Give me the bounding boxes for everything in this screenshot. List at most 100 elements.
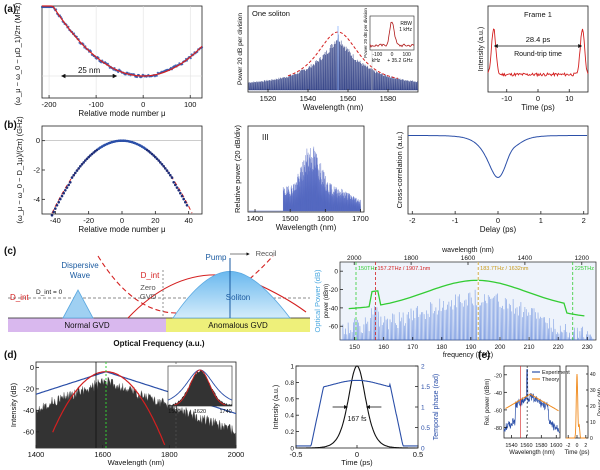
x-tick-label: 100 — [184, 100, 197, 109]
x-tick-label: 10 — [565, 94, 573, 103]
x-tick-label: 230 — [582, 344, 593, 351]
top-tick-label: 1800 — [404, 255, 419, 262]
fit-curve — [42, 5, 203, 77]
y-tick-label-right: 0 — [590, 436, 593, 442]
top-tick-label: 2000 — [347, 255, 362, 262]
d2-frame — [295, 365, 419, 449]
power-trace — [566, 373, 588, 439]
x-tick-label: 0 — [576, 443, 579, 449]
panel-letter: (b) — [4, 120, 17, 131]
data-point — [162, 165, 165, 168]
x-tick-label: 200 — [495, 344, 506, 351]
intensity-trace — [296, 365, 418, 449]
state-label: III — [262, 133, 269, 142]
y-tick-label-right: 20 — [590, 404, 596, 410]
x-tick-label: 190 — [465, 344, 476, 351]
x-tick-label: 2 — [584, 443, 587, 449]
y-axis-label: Intensity (a.u.) — [478, 27, 485, 71]
legend-label: Theory — [542, 377, 559, 383]
data-point — [87, 155, 90, 159]
y-tick-label: -60 — [23, 427, 34, 436]
data-point — [154, 155, 157, 159]
dint0-label: D_int = 0 — [36, 289, 63, 296]
data-point — [57, 200, 60, 204]
x-tick-label: 1560 — [340, 94, 357, 103]
data-point — [170, 176, 174, 179]
fwhm-label: 167 fs — [347, 416, 367, 423]
normal-gvd-band — [8, 318, 166, 332]
y-tick-label-right: 0 — [421, 446, 425, 453]
x-tick-label: 160 — [378, 344, 389, 351]
data-point — [75, 169, 79, 172]
simulation-envelope — [348, 279, 585, 317]
inset-beat-note — [369, 21, 415, 48]
y-axis-label-right: Temporal phase (rad) — [433, 374, 440, 441]
data-point — [150, 152, 154, 156]
data-point — [85, 157, 89, 161]
data-point — [60, 194, 64, 198]
data-point — [155, 157, 159, 161]
data-point — [70, 176, 74, 179]
y-tick-label: -20 — [23, 384, 34, 393]
marker-label: 225THz — [575, 266, 595, 272]
x-tick-label: 170 — [407, 344, 418, 351]
y-tick-label: 0 — [36, 136, 40, 145]
data-point — [179, 191, 182, 195]
phase-trace — [296, 379, 418, 447]
panel-letter: (d) — [4, 350, 17, 361]
data-point — [59, 197, 62, 201]
chart-title: Frame 1 — [524, 10, 552, 19]
y-tick-label: -2 — [33, 166, 40, 175]
a2-frame — [247, 5, 419, 93]
y-axis-label: Cross-correlation (a.u.) — [395, 131, 404, 208]
x-tick-label: 0 — [536, 94, 540, 103]
x-tick-label: 1600 — [550, 443, 562, 449]
x-axis-label: Wavelength (nm) — [108, 458, 165, 467]
top-tick-label: 1200 — [575, 255, 590, 262]
dispersive-label: Dispersive — [61, 261, 99, 270]
x-tick-label: 1500 — [282, 214, 299, 223]
zero-label: Zero — [140, 283, 155, 292]
x-tick-label: 1400 — [28, 450, 45, 459]
inset-xlabel: kHz — [372, 58, 381, 64]
data-point — [180, 194, 184, 198]
y-axis-label: Power 20 dB per division — [237, 13, 244, 85]
data-point — [155, 74, 158, 77]
y-tick-label: -20 — [329, 287, 339, 294]
data-point — [52, 210, 55, 214]
data-point — [172, 181, 175, 184]
data-point — [67, 183, 70, 187]
experiment-trace — [503, 369, 560, 434]
data-point — [64, 189, 67, 192]
data-point — [165, 169, 169, 172]
data-point — [72, 173, 75, 177]
data-point — [149, 151, 152, 154]
y-tick-label-right: 0.5 — [421, 425, 430, 432]
data-point — [169, 173, 172, 177]
x-tick-label: 1600 — [94, 450, 111, 459]
y-axis-label: Intensity (a.u.) — [273, 385, 280, 429]
inset-tick-label: 100 — [402, 52, 411, 58]
data-point — [175, 186, 179, 189]
x-tick-label: 0 — [496, 216, 500, 225]
x-tick-label: -0.5 — [290, 450, 303, 459]
y-axis-label: (ω_μ − ω_0 − μD_1)/2π (MHz) — [13, 2, 22, 105]
intensity-trace — [487, 28, 589, 78]
y-tick-label: 0.2 — [285, 429, 294, 436]
x-tick-label: 0 — [141, 100, 145, 109]
x-tick-label: 40 — [184, 216, 192, 225]
panel-letter: (c) — [4, 246, 16, 257]
legend-label: Experiment — [542, 370, 570, 376]
x-tick-label: 0.5 — [413, 450, 423, 459]
x-tick-label: 20 — [151, 216, 159, 225]
x-axis-label: Time (ps) — [564, 450, 589, 456]
y-tick-label-right: 2 — [421, 364, 425, 371]
x-tick-label: -20 — [83, 216, 94, 225]
y-tick-label: -4 — [33, 195, 40, 204]
inset-tick-label: 1620 — [194, 409, 206, 415]
marker-label: 157.2THz / 1907.1nm — [377, 266, 430, 272]
x-tick-label: -10 — [501, 94, 512, 103]
x-tick-label: 1400 — [247, 214, 264, 223]
anomalous-gvd-label: Anomalous GVD — [208, 321, 268, 330]
x-tick-label: -100 — [89, 100, 104, 109]
